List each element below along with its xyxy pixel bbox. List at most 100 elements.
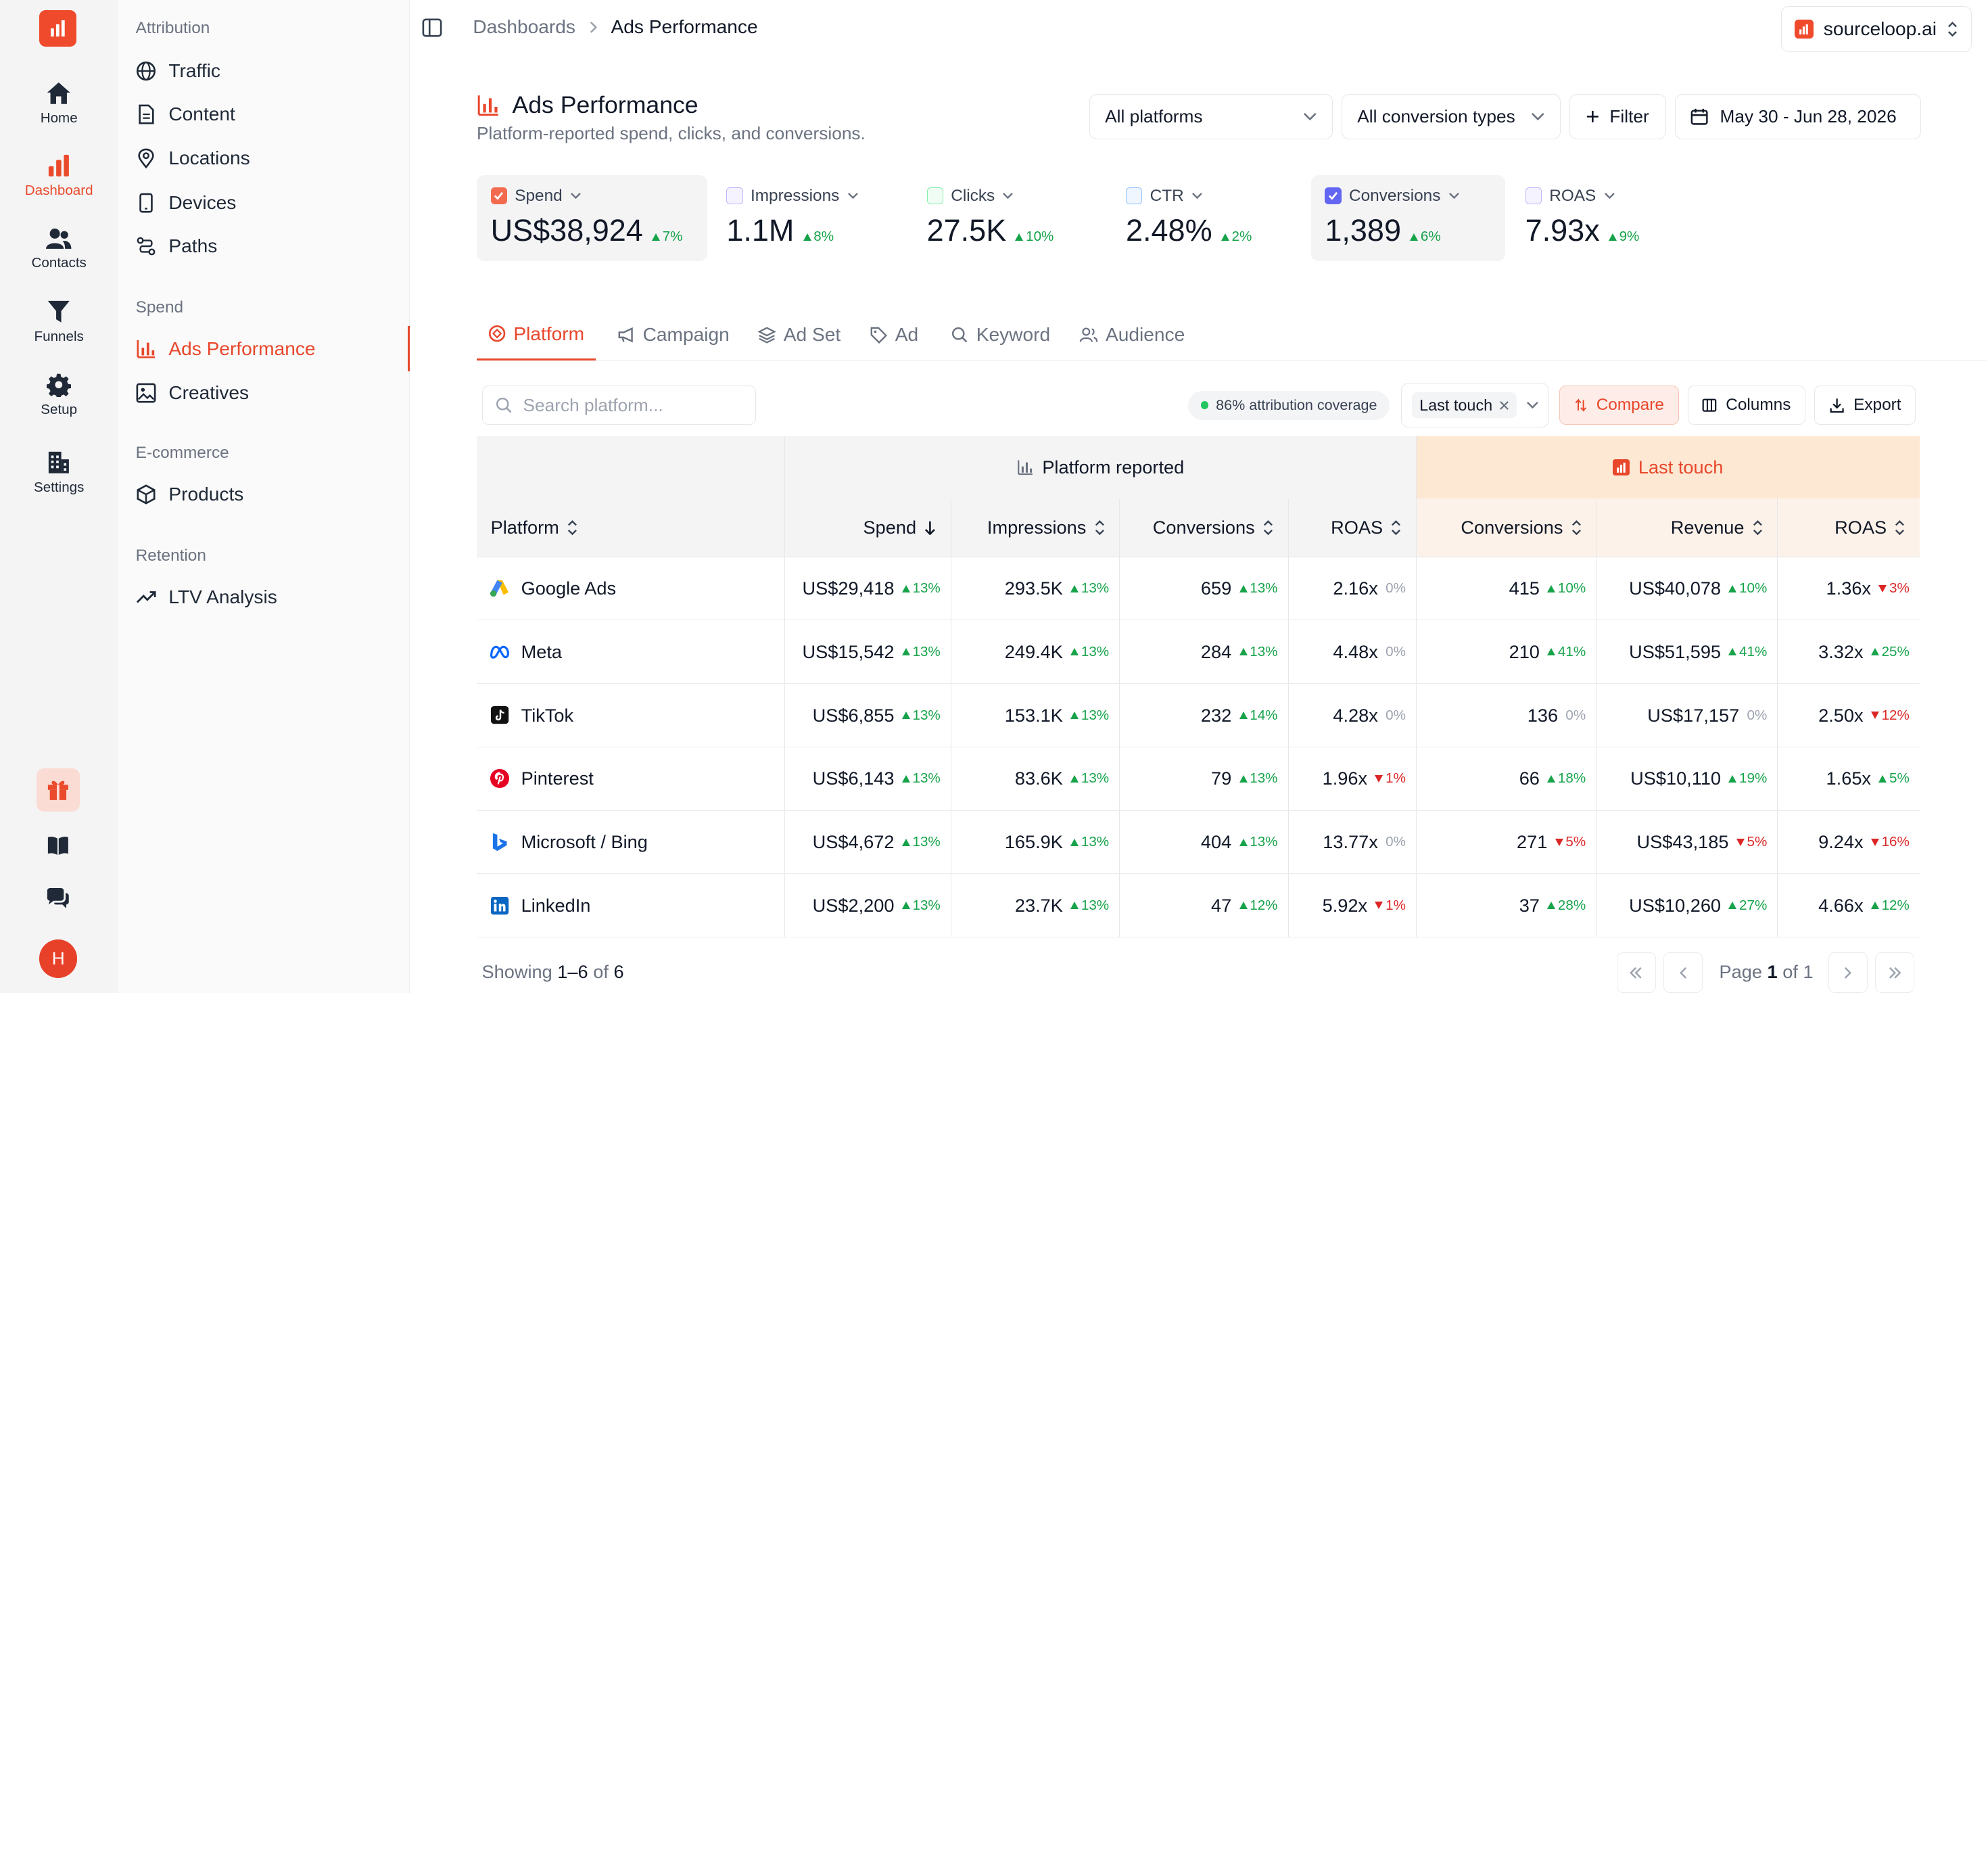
search-input[interactable] [523, 394, 739, 416]
column-header-platform[interactable]: Platform [477, 498, 785, 557]
table-row[interactable]: Google Ads US$29,418 13% 293.5K 13% 659 13% 2.1… [477, 557, 1920, 621]
kpi-checkbox[interactable] [926, 187, 943, 204]
gift-button[interactable] [37, 768, 80, 812]
column-header-row: Platform Spend Impressions Conversions R… [477, 498, 1920, 557]
kpi-card-ctr[interactable]: CTR 2.48% 2% [1112, 175, 1289, 262]
kpi-card-conversions[interactable]: Conversions 1,389 6% [1310, 174, 1505, 262]
sidebar-item-creatives[interactable]: Creatives [136, 379, 249, 407]
compare-arrows-icon [1575, 398, 1586, 413]
pagination-summary: Showing 1–6 of 6 [482, 961, 624, 983]
close-icon[interactable] [1499, 400, 1509, 411]
rail-item-setup[interactable]: Setup [0, 373, 118, 418]
rail-item-settings[interactable]: Settings [0, 450, 118, 496]
cell-delta: 13% [1239, 580, 1278, 597]
rail-item-home[interactable]: Home [0, 81, 118, 126]
cell-impressions: 83.6K 13% [950, 747, 1120, 811]
column-header-lt-roas[interactable]: ROAS [1777, 498, 1920, 557]
docs-button[interactable] [37, 824, 80, 868]
sidebar-item-traffic[interactable]: Traffic [136, 57, 220, 85]
workspace-switcher[interactable]: sourceloop.ai [1780, 6, 1972, 52]
kpi-card-roas[interactable]: ROAS 7.93x 9% [1511, 175, 1676, 262]
chevron-right-icon [1845, 967, 1852, 979]
kpi-checkbox[interactable] [1325, 187, 1342, 204]
sidebar-item-products[interactable]: Products [136, 481, 243, 509]
last-page-button[interactable] [1875, 952, 1915, 994]
document-icon [138, 104, 154, 124]
sidebar-item-locations[interactable]: Locations [136, 145, 250, 172]
arrow-down-icon [1736, 838, 1745, 846]
kpi-card-impressions[interactable]: Impressions 1.1M 8% [713, 175, 909, 262]
column-header-lt-revenue[interactable]: Revenue [1596, 498, 1778, 557]
search-icon [952, 327, 968, 343]
column-header-lt-conversions[interactable]: Conversions [1415, 498, 1596, 557]
column-header-conversions[interactable]: Conversions [1119, 498, 1288, 557]
compare-label: Compare [1596, 396, 1664, 415]
cell-delta: 13% [901, 770, 941, 787]
columns-button[interactable]: Columns [1687, 386, 1805, 425]
table-row[interactable]: Microsoft / Bing US$4,672 13% 165.9K 13% 404 1… [477, 810, 1920, 875]
sidebar-item-devices[interactable]: Devices [136, 189, 236, 216]
table-row[interactable]: LinkedIn US$2,200 13% 23.7K 13% 47 12% 5.92x 1% 3… [477, 873, 1920, 938]
kpi-checkbox[interactable] [1525, 187, 1542, 204]
cell-delta-value: 13% [1081, 707, 1110, 723]
chevron-down-icon [1191, 193, 1202, 200]
table-row[interactable]: Pinterest US$6,143 13% 83.6K 13% 79 13% 1.96x 1%… [477, 747, 1920, 811]
cell-delta: 13% [1070, 770, 1109, 787]
breadcrumb-dashboards[interactable]: Dashboards [473, 16, 575, 38]
filter-button[interactable]: Filter [1569, 93, 1666, 140]
column-label: Impressions [987, 516, 1087, 538]
column-header-roas[interactable]: ROAS [1287, 498, 1417, 557]
tab-campaign[interactable]: Campaign [606, 310, 740, 360]
kpi-card-spend[interactable]: Spend US$38,924 7% [477, 174, 708, 262]
kpi-checkbox[interactable] [726, 187, 743, 204]
table-row[interactable]: Meta US$15,542 13% 249.4K 13% 284 13% 4.48x 0% 21… [477, 620, 1920, 684]
kpi-checkbox[interactable] [1126, 187, 1143, 204]
cell-conversions: 404 13% [1119, 810, 1288, 875]
support-button[interactable] [37, 878, 80, 921]
search-field[interactable] [481, 386, 756, 425]
column-label: ROAS [1331, 516, 1383, 538]
first-page-button[interactable] [1616, 952, 1656, 994]
conversion-type-select[interactable]: All conversion types [1341, 93, 1561, 140]
export-button[interactable]: Export [1814, 386, 1916, 425]
sidebar-item-ltv-analysis[interactable]: LTV Analysis [136, 584, 277, 611]
table-row[interactable]: TikTok US$6,855 13% 153.1K 13% 232 14% 4.28x 0% 1… [477, 683, 1920, 747]
arrow-up-icon [1221, 233, 1229, 241]
rail-item-contacts[interactable]: Contacts [0, 227, 118, 271]
tab-platform[interactable]: Platform [477, 310, 596, 360]
tab-ad[interactable]: Ad [858, 310, 930, 360]
group-header-platform-reported: Platform reported [784, 436, 1417, 498]
date-range-picker[interactable]: May 30 - Jun 28, 2026 [1674, 93, 1921, 140]
bar-chart-icon [137, 340, 155, 358]
previous-page-button[interactable] [1663, 952, 1703, 994]
group-label: Platform reported [1042, 456, 1185, 478]
sidebar-toggle-button[interactable] [422, 18, 442, 38]
kpi-card-clicks[interactable]: Clicks 27.5K 10% [913, 175, 1103, 262]
rail-item-dashboard[interactable]: Dashboard [0, 154, 118, 199]
tab-keyword[interactable]: Keyword [939, 310, 1062, 360]
logo-bars-icon [1617, 462, 1626, 473]
sidebar-item-paths[interactable]: Paths [136, 232, 217, 260]
next-page-button[interactable] [1828, 952, 1868, 994]
column-header-impressions[interactable]: Impressions [950, 498, 1120, 557]
app-logo[interactable] [39, 10, 76, 47]
cell-value: US$10,260 [1629, 894, 1722, 916]
arrow-up-icon [1728, 774, 1737, 783]
cell-delta: 41% [1547, 644, 1586, 660]
kpi-checkbox[interactable] [490, 187, 507, 204]
column-header-spend[interactable]: Spend [784, 498, 951, 557]
cell-delta-value: 0% [1386, 707, 1406, 723]
tab-ad-set[interactable]: Ad Set [747, 310, 852, 360]
rail-item-funnels[interactable]: Funnels [0, 300, 118, 345]
sidebar-item-content[interactable]: Content [136, 100, 235, 128]
attribution-model-select[interactable]: Last touch [1400, 383, 1550, 427]
cell-spend: US$4,672 13% [784, 810, 951, 875]
sidebar-item-ads-performance[interactable]: Ads Performance [136, 335, 316, 363]
compare-button[interactable]: Compare [1559, 386, 1679, 425]
tab-audience[interactable]: Audience [1068, 310, 1196, 360]
arrow-up-icon [1070, 902, 1079, 910]
avatar[interactable]: H [39, 939, 78, 978]
tab-label: Ad Set [783, 324, 841, 345]
platform-select[interactable]: All platforms [1089, 93, 1333, 140]
cell-delta-value: 12% [1881, 897, 1910, 913]
